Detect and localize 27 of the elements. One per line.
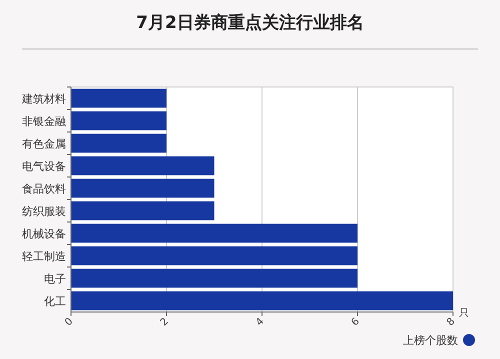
y-tick-label: 食品饮料 — [22, 182, 66, 196]
y-tick-label: 电子 — [44, 272, 66, 286]
x-tick-label: 4 — [254, 316, 266, 328]
legend-label: 上榜个股数 — [403, 334, 458, 347]
x-tick-label: 2 — [158, 316, 171, 328]
y-tick-label: 机械设备 — [22, 227, 66, 240]
bar — [71, 111, 166, 130]
y-tick-label: 化工 — [44, 294, 66, 308]
chart-title: 7月2日券商重点关注行业排名 — [136, 13, 364, 33]
x-tick-label: 0 — [63, 316, 76, 328]
bar — [71, 246, 358, 266]
bar — [71, 224, 358, 243]
bar — [71, 134, 166, 153]
y-tick-label: 电气设备 — [22, 160, 66, 173]
bar — [71, 201, 214, 220]
y-tick-label: 建筑材料 — [21, 92, 66, 106]
x-tick-label: 6 — [350, 316, 362, 328]
y-tick-label: 轻工制造 — [22, 250, 66, 263]
y-tick-label: 有色金属 — [22, 137, 66, 150]
y-tick-label: 非银金融 — [22, 114, 66, 128]
x-axis-title: 只 — [459, 308, 469, 319]
y-tick-label: 纺织服装 — [22, 204, 66, 218]
bar — [71, 88, 166, 108]
x-tick-label: 8 — [445, 316, 458, 328]
bar — [71, 178, 214, 198]
bar — [71, 156, 214, 176]
bar — [71, 268, 358, 288]
